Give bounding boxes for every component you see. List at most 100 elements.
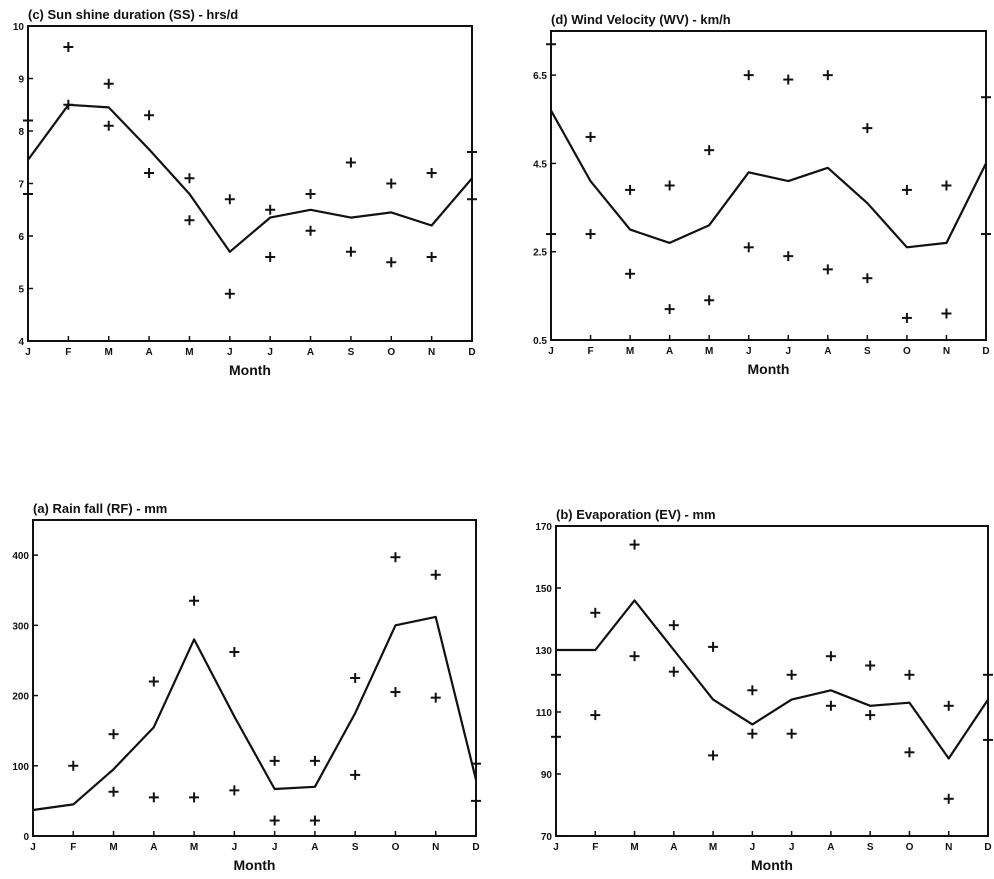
y-tick-label: 6.5: [533, 71, 547, 82]
lower-point-marker: [345, 246, 356, 257]
upper-point-marker: [704, 145, 715, 156]
plot-frame: [550, 30, 987, 341]
upper-point-marker: [309, 755, 320, 766]
chart-panel-a: (a) Rain fall (RF) - mm 0 100 200 300 400 J F M A…: [12, 501, 481, 873]
upper-point-marker: [551, 669, 561, 680]
y-tick-label: 4: [18, 337, 24, 348]
upper-point-marker: [865, 660, 876, 671]
y-tick-label: 100: [12, 762, 29, 773]
upper-point-marker: [625, 184, 636, 195]
lower-point-marker: [865, 710, 876, 721]
upper-point-marker: [390, 552, 401, 563]
upper-point-marker: [229, 647, 240, 658]
upper-point-marker: [386, 178, 397, 189]
lower-point-marker: [471, 795, 481, 806]
upper-point-marker: [269, 755, 280, 766]
lower-point-marker: [629, 651, 640, 662]
y-tick-label: 90: [541, 770, 553, 781]
x-tick-label: D: [982, 346, 989, 357]
upper-point-marker: [585, 131, 596, 142]
upper-point-marker: [941, 180, 952, 191]
x-tick-label: A: [145, 347, 152, 358]
y-tick-label: 5: [18, 285, 24, 296]
upper-point-marker: [68, 760, 79, 771]
lower-point-marker: [350, 769, 361, 780]
mean-series-line: [556, 599, 989, 760]
lower-point-marker: [704, 295, 715, 306]
lower-point-marker: [148, 792, 159, 803]
upper-point-marker: [430, 569, 441, 580]
upper-point-marker: [305, 189, 316, 199]
mean-series-line: [27, 103, 473, 253]
lower-point-marker: [430, 692, 441, 703]
x-axis-label: Month: [751, 857, 793, 873]
lower-point-marker: [943, 793, 954, 804]
lower-point-marker: [390, 687, 401, 698]
upper-point-marker: [904, 669, 915, 680]
upper-point-marker: [426, 168, 437, 178]
y-tick-label: 300: [12, 621, 29, 632]
x-tick-label: S: [352, 842, 359, 853]
lower-point-marker: [901, 312, 912, 323]
lower-point-marker: [822, 264, 833, 275]
lower-point-marker: [585, 229, 596, 240]
chart-title: (b) Evaporation (EV) - mm: [556, 507, 716, 522]
y-tick-label: 8: [18, 127, 24, 138]
upper-point-marker: [825, 651, 836, 662]
x-tick-label: D: [472, 842, 479, 853]
x-tick-label: D: [468, 347, 475, 358]
upper-point-marker: [23, 115, 33, 126]
chart-panel-c: (c) Sun shine duration (SS) - hrs/d 4 5 6 7 8…: [13, 7, 477, 378]
lower-point-marker: [747, 728, 758, 739]
upper-point-marker: [350, 673, 361, 683]
upper-point-marker: [345, 157, 356, 168]
y-tick-label: 7: [18, 180, 24, 191]
chart-title: (a) Rain fall (RF) - mm: [33, 501, 167, 516]
upper-point-marker: [546, 39, 556, 50]
lower-point-marker: [386, 257, 397, 268]
upper-point-marker: [822, 70, 833, 81]
lower-point-marker: [981, 229, 991, 240]
lower-point-marker: [983, 734, 993, 745]
x-tick-label: J: [750, 842, 756, 853]
x-tick-label: J: [272, 842, 278, 853]
x-tick-label: N: [945, 842, 952, 853]
lower-point-marker: [590, 710, 601, 721]
x-tick-label: A: [150, 842, 157, 853]
x-tick-label: J: [548, 346, 554, 357]
x-tick-label: J: [25, 347, 31, 358]
upper-point-marker: [747, 685, 758, 696]
y-tick-label: 110: [536, 708, 553, 719]
upper-point-marker: [467, 147, 477, 157]
lower-point-marker: [664, 304, 675, 315]
lower-point-marker: [144, 168, 155, 178]
upper-point-marker: [103, 78, 114, 89]
y-tick-label: 400: [12, 551, 29, 562]
x-tick-label: O: [387, 347, 395, 358]
x-tick-label: J: [30, 842, 36, 853]
upper-point-marker: [743, 70, 754, 81]
y-tick-label: 0: [23, 832, 29, 843]
lower-point-marker: [63, 99, 74, 110]
upper-point-marker: [184, 173, 195, 184]
x-tick-label: J: [227, 347, 233, 358]
upper-point-marker: [471, 758, 481, 769]
lower-point-marker: [23, 189, 33, 199]
y-tick-label: 4.5: [533, 159, 547, 170]
plot-frame: [27, 25, 473, 342]
lower-point-marker: [546, 229, 556, 240]
x-tick-label: M: [190, 842, 198, 853]
lower-point-marker: [467, 194, 477, 205]
y-tick-label: 0.5: [533, 336, 547, 347]
lower-point-marker: [904, 747, 915, 758]
upper-point-marker: [189, 595, 200, 606]
upper-point-marker: [590, 607, 601, 618]
upper-point-marker: [63, 42, 74, 52]
lower-point-marker: [426, 252, 437, 262]
chart-title: (d) Wind Velocity (WV) - km/h: [551, 12, 731, 27]
upper-point-marker: [664, 180, 675, 191]
lower-point-marker: [551, 731, 561, 742]
lower-point-marker: [229, 785, 240, 796]
lower-point-marker: [625, 268, 636, 279]
y-tick-label: 70: [541, 832, 553, 843]
